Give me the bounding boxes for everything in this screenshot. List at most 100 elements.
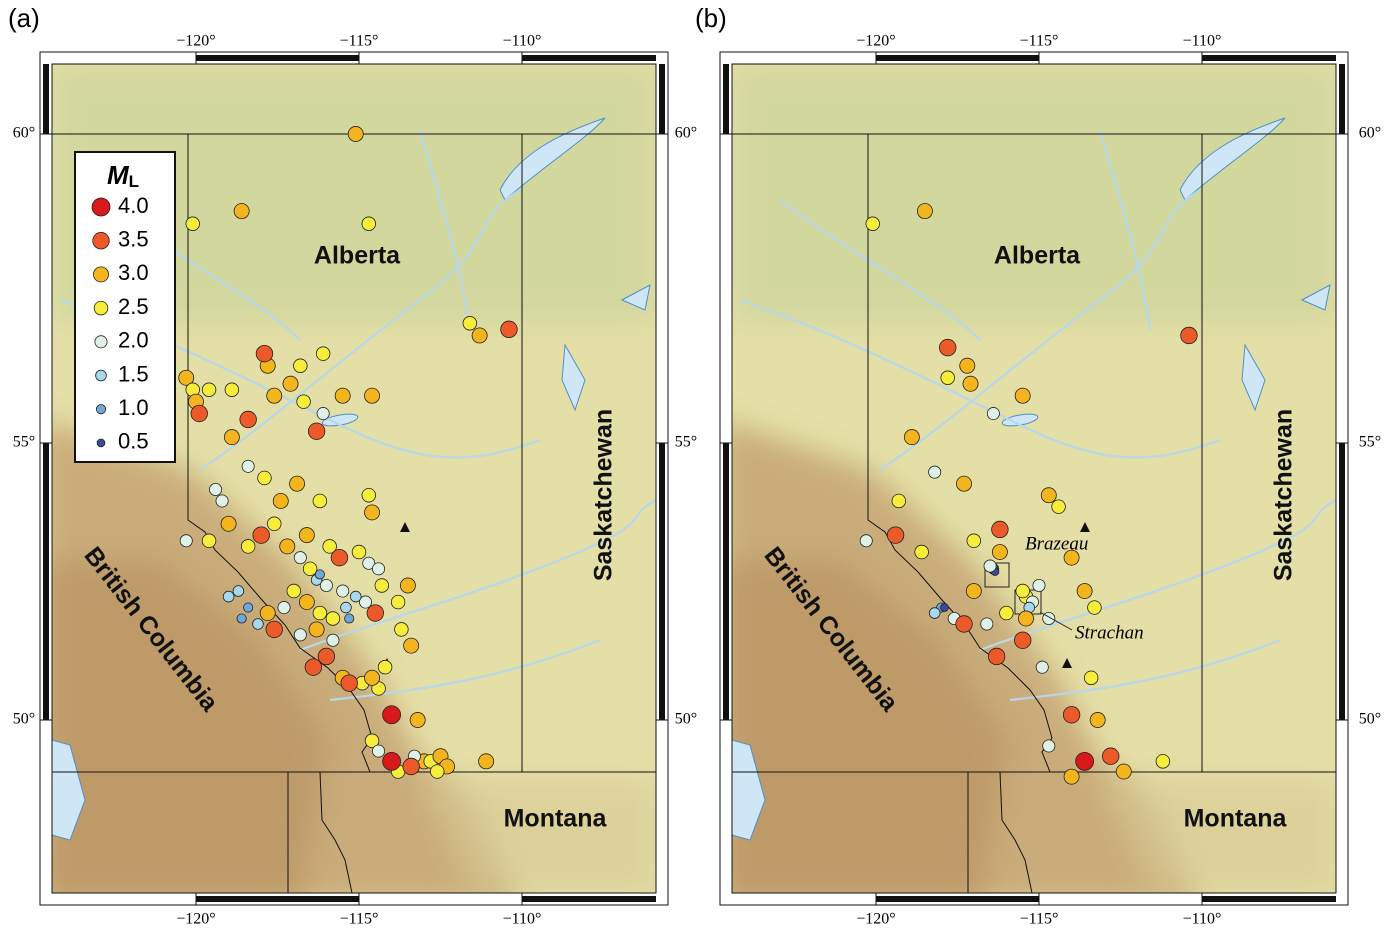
legend-label: 0.5 xyxy=(118,429,149,454)
frame-bar xyxy=(876,55,1039,61)
legend-label: 1.5 xyxy=(118,361,149,386)
earthquake xyxy=(273,493,288,508)
earthquake xyxy=(253,527,270,544)
legend-symbol xyxy=(96,370,107,381)
lat-tick-label: 60° xyxy=(1359,125,1381,142)
earthquake xyxy=(410,712,425,727)
earthquake xyxy=(313,494,327,508)
earthquake xyxy=(293,359,307,373)
earthquake xyxy=(299,595,314,610)
earthquake xyxy=(364,670,379,685)
earthquake xyxy=(240,411,257,428)
earthquake xyxy=(327,634,339,646)
earthquake xyxy=(364,505,379,520)
legend-symbol xyxy=(94,301,108,315)
earthquake xyxy=(987,407,999,419)
earthquake xyxy=(378,660,392,674)
earthquake xyxy=(501,321,518,338)
earthquake xyxy=(320,579,332,591)
earthquake xyxy=(1052,500,1066,514)
lat-tick-label: 50° xyxy=(13,711,35,728)
earthquake xyxy=(1041,488,1056,503)
earthquake xyxy=(348,126,363,141)
earthquake xyxy=(318,648,335,665)
earthquake xyxy=(267,388,282,403)
lat-tick-label: 50° xyxy=(675,711,697,728)
earthquake xyxy=(202,383,216,397)
legend-symbol xyxy=(95,336,107,348)
earthquake xyxy=(244,603,253,612)
earthquake xyxy=(929,466,941,478)
legend-label: 1.0 xyxy=(118,395,149,420)
earthquake xyxy=(988,648,1005,665)
figure: AlbertaBritish ColumbiaSaskatchewanMonta… xyxy=(0,0,1396,931)
earthquake xyxy=(224,430,239,445)
earthquake xyxy=(1036,661,1048,673)
earthquake xyxy=(403,758,420,775)
lat-tick-label: 50° xyxy=(1359,711,1381,728)
earthquake xyxy=(241,540,255,554)
earthquake xyxy=(383,706,401,724)
earthquake xyxy=(939,339,956,356)
earthquake xyxy=(860,535,872,547)
earthquake xyxy=(992,521,1009,538)
earthquake xyxy=(341,675,358,692)
earthquake xyxy=(216,495,228,507)
earthquake xyxy=(956,616,973,633)
earthquake xyxy=(309,622,324,637)
frame-bar xyxy=(723,443,729,720)
legend-label: 2.5 xyxy=(118,294,149,319)
earthquake xyxy=(290,476,305,491)
earthquake xyxy=(1000,606,1014,620)
lon-tick-label: −110° xyxy=(1183,911,1222,928)
earthquake xyxy=(283,376,298,391)
earthquake xyxy=(352,545,366,559)
earthquake xyxy=(278,601,290,613)
frame-bar xyxy=(659,443,665,720)
earthquake xyxy=(297,395,311,409)
earthquake xyxy=(917,204,932,219)
region-label: Alberta xyxy=(994,242,1081,270)
region-label: Saskatchewan xyxy=(1270,409,1298,581)
earthquake xyxy=(472,328,487,343)
earthquake xyxy=(1015,388,1030,403)
legend-label: 3.0 xyxy=(118,260,149,285)
region-label: Montana xyxy=(504,805,608,833)
earthquake xyxy=(202,534,216,548)
earthquake xyxy=(331,549,348,566)
earthquake xyxy=(303,562,317,576)
legend-label: 3.5 xyxy=(118,227,149,252)
lon-tick-label: −115° xyxy=(340,33,379,50)
earthquake xyxy=(233,586,244,597)
earthquake xyxy=(400,578,415,593)
earthquake xyxy=(237,614,246,623)
earthquake xyxy=(299,528,314,543)
frame-bar xyxy=(43,64,49,134)
earthquake xyxy=(1102,748,1119,765)
earthquake xyxy=(463,316,477,330)
lon-tick-label: −115° xyxy=(1020,33,1059,50)
lon-tick-label: −120° xyxy=(856,911,895,928)
earthquake xyxy=(967,534,981,548)
earthquake xyxy=(1090,712,1105,727)
frame-bar xyxy=(1339,64,1345,134)
frame-bar xyxy=(196,55,359,61)
lat-tick-label: 55° xyxy=(1359,434,1381,451)
frame-bar xyxy=(522,55,656,61)
earthquake xyxy=(180,535,192,547)
region-label: Montana xyxy=(1184,805,1288,833)
frame-bar xyxy=(723,64,729,134)
earthquake xyxy=(904,430,919,445)
lon-tick-label: −120° xyxy=(176,33,215,50)
earthquake xyxy=(234,204,249,219)
earthquake xyxy=(1077,583,1092,598)
legend-symbol xyxy=(97,439,105,447)
earthquake xyxy=(1063,706,1080,723)
lon-tick-label: −110° xyxy=(503,911,542,928)
earthquake xyxy=(317,407,329,419)
earthquake xyxy=(223,591,234,602)
earthquake xyxy=(364,388,379,403)
earthquake xyxy=(929,608,940,619)
earthquake xyxy=(221,516,236,531)
